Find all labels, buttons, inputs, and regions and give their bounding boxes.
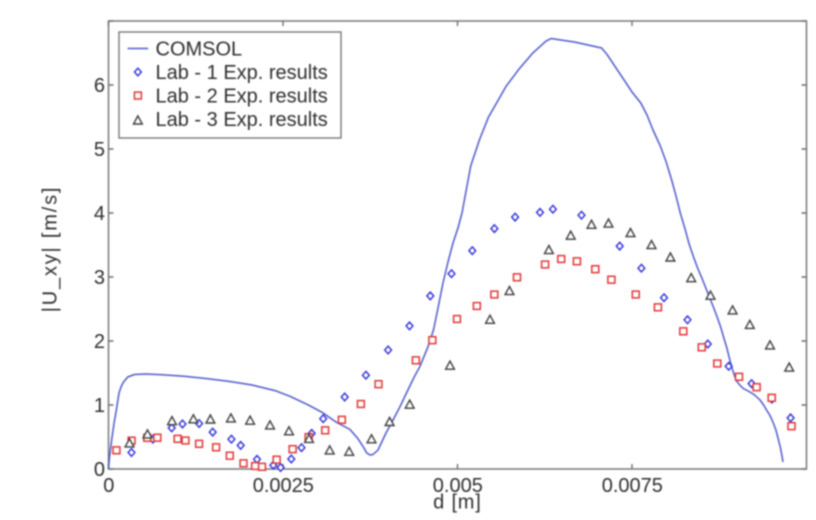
svg-text:0: 0 [103, 475, 114, 497]
svg-text:|U_xy| [m/s]: |U_xy| [m/s] [40, 186, 62, 312]
svg-text:4: 4 [94, 203, 105, 225]
svg-text:1: 1 [94, 395, 105, 417]
svg-text:0.0025: 0.0025 [253, 475, 314, 497]
svg-text:6: 6 [94, 75, 105, 97]
svg-text:3: 3 [94, 267, 105, 289]
svg-text:0: 0 [94, 459, 105, 481]
svg-text:2: 2 [94, 331, 105, 353]
svg-text:Lab - 3 Exp. results: Lab - 3 Exp. results [156, 109, 328, 131]
svg-text:5: 5 [94, 139, 105, 161]
svg-text:COMSOL: COMSOL [156, 39, 243, 61]
svg-text:0.005: 0.005 [433, 475, 483, 497]
svg-text:0.0075: 0.0075 [602, 475, 663, 497]
svg-text:Lab - 2 Exp. results: Lab - 2 Exp. results [156, 86, 328, 108]
svg-text:d [m]: d [m] [433, 492, 481, 514]
svg-text:Lab - 1 Exp. results: Lab - 1 Exp. results [156, 62, 328, 84]
